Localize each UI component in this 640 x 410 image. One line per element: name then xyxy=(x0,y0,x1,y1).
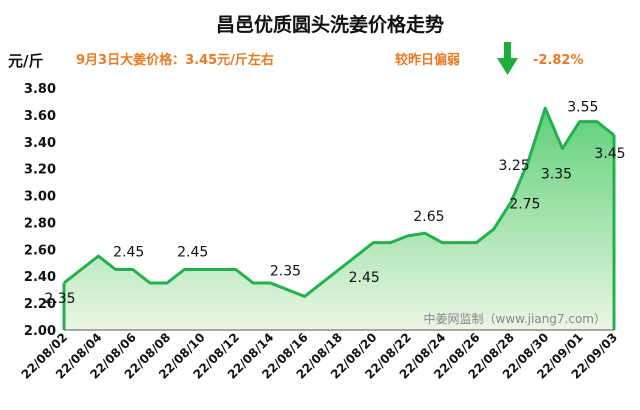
y-axis-label: 元/斤 xyxy=(8,52,43,70)
data-label: 3.25 xyxy=(498,158,529,174)
data-label: 3.45 xyxy=(594,146,625,162)
data-label: 3.35 xyxy=(541,167,572,183)
plot-area xyxy=(62,106,616,331)
y-tick-label: 3.60 xyxy=(24,109,56,124)
data-label: 2.35 xyxy=(44,291,75,307)
watermark: 中姜网监制（www.jiang7.com） xyxy=(424,311,606,326)
data-label: 2.45 xyxy=(177,245,208,261)
price-line xyxy=(63,106,615,298)
y-tick-label: 2.80 xyxy=(24,216,56,231)
data-label: 2.45 xyxy=(349,270,380,286)
data-label: 2.45 xyxy=(113,245,144,261)
y-tick-label: 3.40 xyxy=(24,136,56,151)
data-labels: 2.35 2.45 2.45 2.35 2.45 2.65 2.75 3.25 3.35 3.55… xyxy=(44,100,625,307)
data-label: 2.35 xyxy=(270,264,301,280)
y-tick-label: 2.00 xyxy=(24,324,56,339)
compare-info: 较昨日偏弱 xyxy=(395,52,460,68)
chart-title: 昌邑优质圆头洗姜价格走势 xyxy=(216,13,444,36)
y-tick-label: 2.60 xyxy=(24,243,56,258)
data-label: 2.65 xyxy=(413,209,444,225)
change-info: -2.82% xyxy=(533,53,584,68)
price-info: 9月3日大姜价格：3.45元/斤左右 xyxy=(76,52,274,68)
y-tick-label: 3.80 xyxy=(24,82,56,97)
y-tick-label: 3.00 xyxy=(24,190,56,205)
price-area xyxy=(64,108,614,331)
down-arrow-icon xyxy=(497,42,518,75)
y-tick-label: 3.20 xyxy=(24,163,56,178)
data-label: 3.55 xyxy=(567,100,598,116)
data-label: 2.75 xyxy=(509,196,540,212)
x-tick-labels: 22/08/0222/08/0422/08/0622/08/0822/08/10… xyxy=(19,330,621,382)
y-tick-labels: 2.00 2.20 2.40 2.60 2.80 3.00 3.20 3.40 3.60 3.80 xyxy=(24,82,56,339)
y-tick-label: 2.20 xyxy=(24,297,56,312)
y-tick-label: 2.40 xyxy=(24,270,56,285)
